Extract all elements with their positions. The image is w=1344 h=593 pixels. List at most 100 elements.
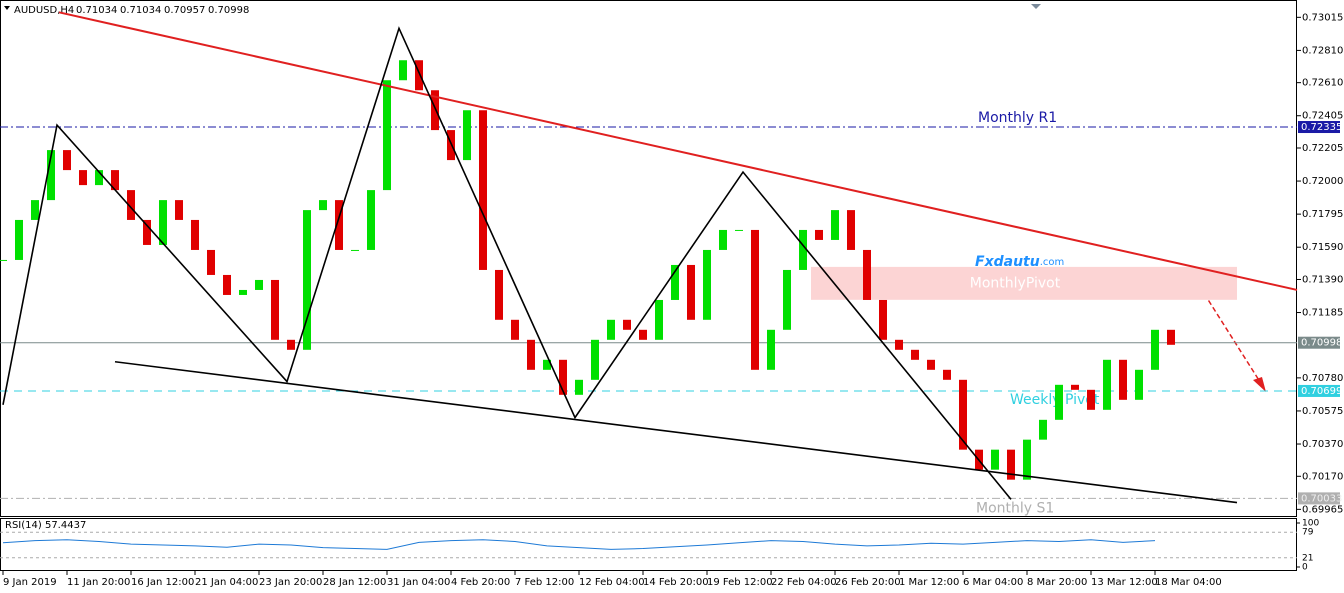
y-tick-label: 0.71390 — [1302, 274, 1343, 285]
candle — [1039, 419, 1047, 440]
candle — [1103, 359, 1111, 410]
candle — [175, 200, 183, 220]
candle — [815, 229, 823, 240]
candle — [207, 249, 215, 275]
candle — [1071, 384, 1079, 390]
y-tick-label: 0.71185 — [1302, 308, 1343, 319]
x-tick-label: 31 Jan 04:00 — [387, 577, 450, 588]
candle — [799, 229, 807, 270]
candle — [1023, 439, 1031, 480]
candle — [431, 90, 439, 131]
candle — [719, 229, 727, 250]
y-tick-label: 0.72810 — [1302, 45, 1343, 56]
x-tick-label: 13 Mar 12:00 — [1091, 577, 1158, 588]
x-tick-label: 16 Jan 12:00 — [131, 577, 194, 588]
candle — [319, 200, 327, 211]
y-tick-label: 0.70575 — [1302, 406, 1343, 417]
candle — [143, 219, 151, 245]
candle — [191, 219, 199, 250]
x-tick-label: 4 Feb 20:00 — [451, 577, 510, 588]
candle — [575, 379, 583, 395]
candle — [751, 229, 759, 370]
candle — [415, 60, 423, 91]
trendline — [58, 11, 1298, 291]
candle — [15, 219, 23, 260]
candle — [831, 210, 839, 240]
pivot-zone — [811, 266, 1237, 300]
candle — [623, 319, 631, 330]
candle — [367, 190, 375, 250]
candle — [703, 249, 711, 320]
level-value: 0.70033 — [1301, 493, 1342, 504]
candle — [1087, 389, 1095, 410]
candle — [1167, 329, 1175, 345]
candle — [543, 359, 551, 370]
candle — [1151, 329, 1159, 370]
candle — [239, 289, 247, 295]
y-tick-label: 0.71590 — [1302, 242, 1343, 253]
rsi-tick-label: 21 — [1302, 553, 1313, 563]
y-tick-label: 0.69965 — [1302, 504, 1343, 515]
level-tag — [1298, 336, 1340, 349]
candle — [991, 449, 999, 470]
candle — [943, 369, 951, 380]
candle — [847, 210, 855, 250]
candle — [479, 110, 487, 270]
rsi-tick-label: 79 — [1302, 528, 1314, 538]
candle — [687, 264, 695, 320]
watermark: Fxdautu.com — [975, 254, 1064, 270]
candle — [559, 359, 567, 395]
candle — [1007, 449, 1015, 480]
candle — [127, 190, 135, 220]
candle — [895, 339, 903, 350]
candle — [351, 249, 359, 251]
candle — [111, 170, 119, 191]
main-frame — [0, 0, 1297, 517]
x-tick-label: 12 Feb 04:00 — [579, 577, 645, 588]
rsi-tick-label: 0 — [1302, 563, 1308, 573]
rsi-frame — [0, 518, 1297, 571]
quote-value: 0.71034 — [120, 5, 161, 16]
x-tick-label: 7 Feb 12:00 — [515, 577, 574, 588]
level-value: 0.70998 — [1301, 338, 1342, 349]
candle — [1055, 384, 1063, 420]
scroll-marker — [1031, 4, 1041, 9]
candle — [495, 269, 503, 320]
level-label: Monthly R1 — [978, 110, 1057, 126]
trendline — [114, 360, 1238, 504]
x-tick-label: 21 Jan 04:00 — [195, 577, 258, 588]
candle — [783, 269, 791, 330]
candle — [655, 299, 663, 340]
candle — [511, 319, 519, 340]
candle — [47, 150, 55, 201]
rsi-tick-label: 100 — [1302, 519, 1319, 529]
level-value: 0.70699 — [1301, 386, 1342, 397]
level-tag — [1298, 492, 1340, 505]
candle — [959, 379, 967, 450]
candle — [287, 339, 295, 350]
candle — [255, 279, 263, 290]
rsi-label: RSI(14) 57.4437 — [5, 520, 86, 531]
candle — [95, 170, 103, 186]
candle — [1135, 369, 1143, 400]
x-tick-label: 8 Mar 20:00 — [1027, 577, 1087, 588]
candle — [31, 200, 39, 220]
forecast-arrow — [1199, 286, 1263, 386]
rsi-line — [2, 539, 1156, 550]
candle — [383, 80, 391, 191]
y-tick-label: 0.72000 — [1302, 176, 1343, 187]
y-tick-label: 0.72405 — [1302, 111, 1343, 122]
candle — [303, 210, 311, 350]
x-tick-label: 14 Feb 20:00 — [643, 577, 709, 588]
candle — [271, 279, 279, 340]
level-label: Weekly Pivot — [1010, 392, 1100, 408]
x-tick-label: 26 Feb 20:00 — [835, 577, 901, 588]
y-tick-label: 0.70780 — [1302, 373, 1343, 384]
candle — [159, 200, 167, 245]
level-tag — [1298, 121, 1340, 134]
x-tick-label: 19 Feb 12:00 — [707, 577, 773, 588]
level-value: 0.72335 — [1301, 122, 1342, 133]
watermark-part: Fxdautu — [975, 254, 1040, 270]
candle — [0, 259, 7, 261]
